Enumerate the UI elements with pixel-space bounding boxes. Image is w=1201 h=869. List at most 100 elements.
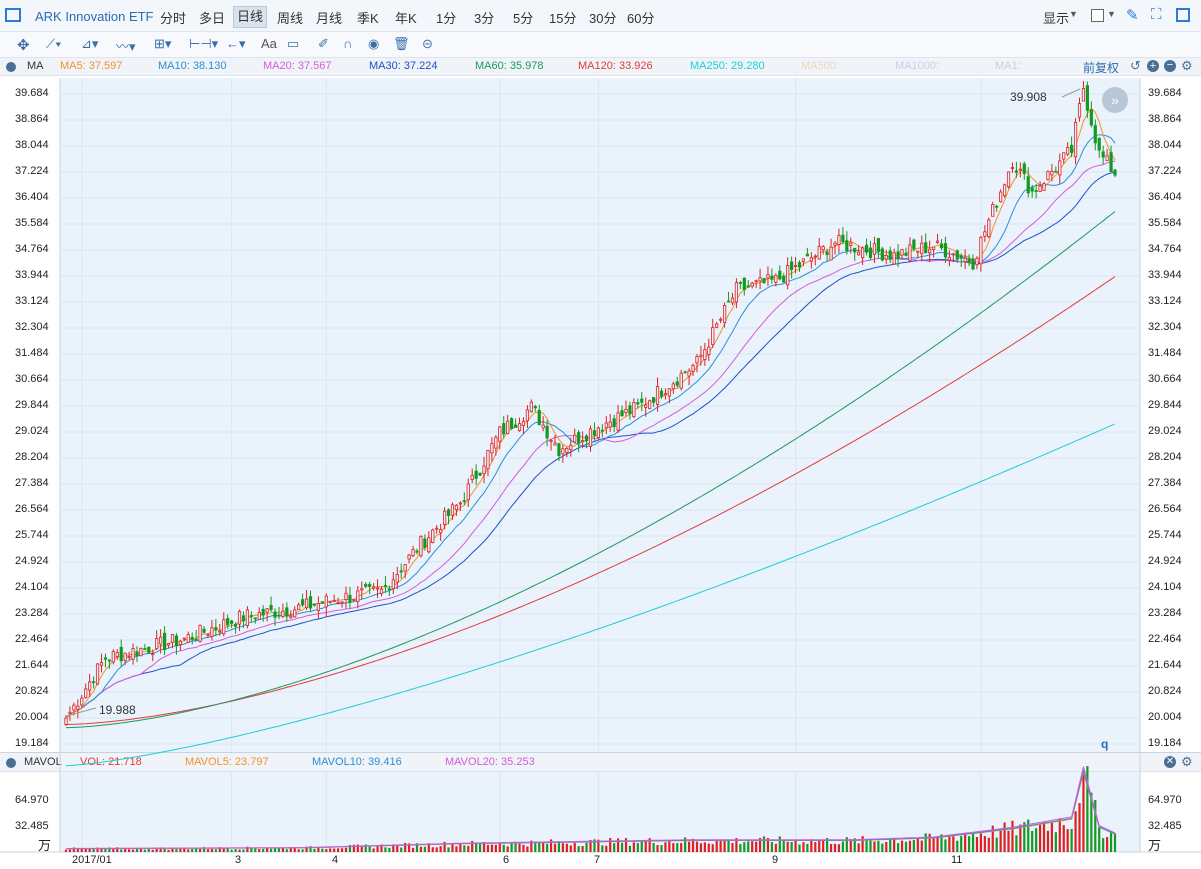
chevron-down-icon[interactable]: ▼ — [1069, 9, 1078, 19]
volume-bar — [936, 836, 939, 852]
settings-icon[interactable]: ⚙ — [1181, 58, 1193, 73]
tab-30fen[interactable]: 30分 — [589, 11, 617, 26]
candle-body — [584, 435, 589, 442]
x-label-sep: 9 — [772, 854, 779, 866]
fib-tool-icon[interactable]: ⊞▾ — [154, 36, 172, 51]
volume-bar — [538, 841, 541, 852]
volume-bar — [210, 848, 214, 852]
volume-bar — [928, 833, 931, 852]
settings-icon[interactable]: ⚙ — [1181, 754, 1193, 769]
candle-body — [790, 261, 794, 270]
eye-icon[interactable]: ◉ — [368, 36, 380, 51]
volume-bar — [565, 843, 568, 852]
volume-bar — [802, 842, 805, 852]
collapse-icon[interactable] — [1176, 8, 1190, 22]
max-price-annotation: 39.908 — [1010, 90, 1047, 104]
wave-tool-icon[interactable]: 〰▾ — [116, 39, 136, 54]
volume-bar — [849, 838, 852, 852]
volume-bar — [865, 839, 868, 852]
candle-body — [186, 634, 190, 643]
move-crosshair-icon[interactable]: ✥ — [17, 37, 30, 54]
comment-icon[interactable]: ▭ — [287, 36, 300, 51]
y-tick-label: 23.284 — [1148, 607, 1182, 619]
y-tick-label: 28.204 — [1148, 451, 1182, 463]
candle-body — [695, 356, 699, 364]
tab-1fen[interactable]: 1分 — [436, 11, 457, 26]
chevron-down-icon[interactable]: ▼ — [1107, 9, 1116, 19]
tab-jik[interactable]: 季K — [357, 11, 379, 26]
text-tool[interactable]: Aa — [261, 36, 277, 51]
reset-icon[interactable]: ↺ — [1130, 58, 1141, 73]
candle-body — [758, 277, 762, 282]
volume-bar — [246, 846, 249, 852]
volume-bar — [908, 840, 912, 852]
y-tick-label: 19.184 — [1148, 737, 1182, 749]
tab-15fen[interactable]: 15分 — [549, 11, 577, 26]
candle-body — [1109, 152, 1113, 172]
display-menu[interactable]: 显示 — [1043, 11, 1070, 26]
volume-bar — [822, 840, 825, 852]
candle-body — [293, 609, 297, 618]
close-icon[interactable]: ✕ — [1164, 756, 1176, 768]
add-icon[interactable]: + — [1147, 60, 1159, 72]
candle-body — [983, 231, 987, 237]
fullscreen-icon[interactable]: ⛶ — [1151, 6, 1162, 23]
volume-bar — [348, 844, 352, 852]
adjust-mode[interactable]: 前复权 — [1083, 61, 1120, 75]
magnet-icon[interactable]: ∩ — [343, 36, 353, 51]
tab-60fen[interactable]: 60分 — [627, 11, 655, 26]
tab-fenshi[interactable]: 分时 — [160, 11, 187, 26]
tab-rixian[interactable]: 日线 — [233, 6, 268, 28]
candle-body — [825, 251, 829, 256]
tab-niank[interactable]: 年K — [395, 11, 417, 26]
candle-body — [265, 608, 269, 613]
toggle-icon[interactable]: ⊝ — [422, 36, 433, 51]
tab-3fen[interactable]: 3分 — [474, 11, 495, 26]
candle-body — [372, 586, 376, 589]
y-tick-label: 20.824 — [1148, 685, 1182, 697]
volume-bar — [171, 847, 174, 852]
volume-bar — [964, 834, 967, 852]
volume-bar — [632, 842, 635, 852]
ray-tool-icon[interactable]: ⊿▾ — [81, 36, 99, 51]
pen-icon[interactable]: ✎ — [1126, 7, 1139, 24]
mavol-label: MAVOL — [24, 756, 62, 768]
y-tick-label: 31.484 — [15, 347, 49, 359]
volume-bar — [309, 846, 312, 852]
candle-body — [95, 663, 100, 685]
sidebar-toggle-icon[interactable] — [5, 8, 21, 22]
line-tool-icon[interactable]: ⟋▾ — [46, 36, 62, 51]
vol-value: VOL: 21.718 — [80, 756, 142, 768]
tab-zhouxian[interactable]: 周线 — [277, 11, 304, 26]
y-tick-label: 25.744 — [15, 529, 49, 541]
candle-body — [261, 608, 265, 616]
candle-body — [908, 244, 912, 261]
y-tick-label: 20.004 — [1148, 711, 1182, 723]
tab-duori[interactable]: 多日 — [199, 11, 226, 26]
color-square-icon[interactable] — [1091, 9, 1104, 22]
tab-yuexian[interactable]: 月线 — [316, 11, 343, 26]
measure-tool-icon[interactable]: ⊢⊣▾ — [189, 36, 219, 51]
vol-tick-right-1: 64.970 — [1148, 794, 1182, 806]
mavol10-line — [66, 768, 1116, 850]
expand-right-button[interactable]: » — [1102, 87, 1128, 113]
eraser-icon[interactable]: ✐ — [318, 36, 329, 51]
arrow-tool-icon[interactable]: ←▾ — [226, 36, 246, 51]
volume-bar — [530, 840, 533, 852]
chevron-down-icon[interactable] — [6, 758, 16, 768]
trash-icon[interactable]: 🗑 — [393, 36, 410, 51]
volume-bar — [605, 845, 608, 852]
candle-body — [498, 426, 502, 442]
remove-icon[interactable]: − — [1164, 60, 1176, 72]
volume-bar — [388, 847, 391, 852]
candle-body — [190, 636, 194, 640]
candle-body — [218, 630, 222, 633]
volume-bar — [411, 847, 415, 852]
candle-body — [774, 274, 778, 283]
candle-body — [407, 554, 411, 560]
candle-body — [821, 246, 825, 251]
candle-body — [202, 628, 206, 633]
tab-5fen[interactable]: 5分 — [513, 11, 534, 26]
chevron-down-icon[interactable] — [6, 62, 16, 72]
